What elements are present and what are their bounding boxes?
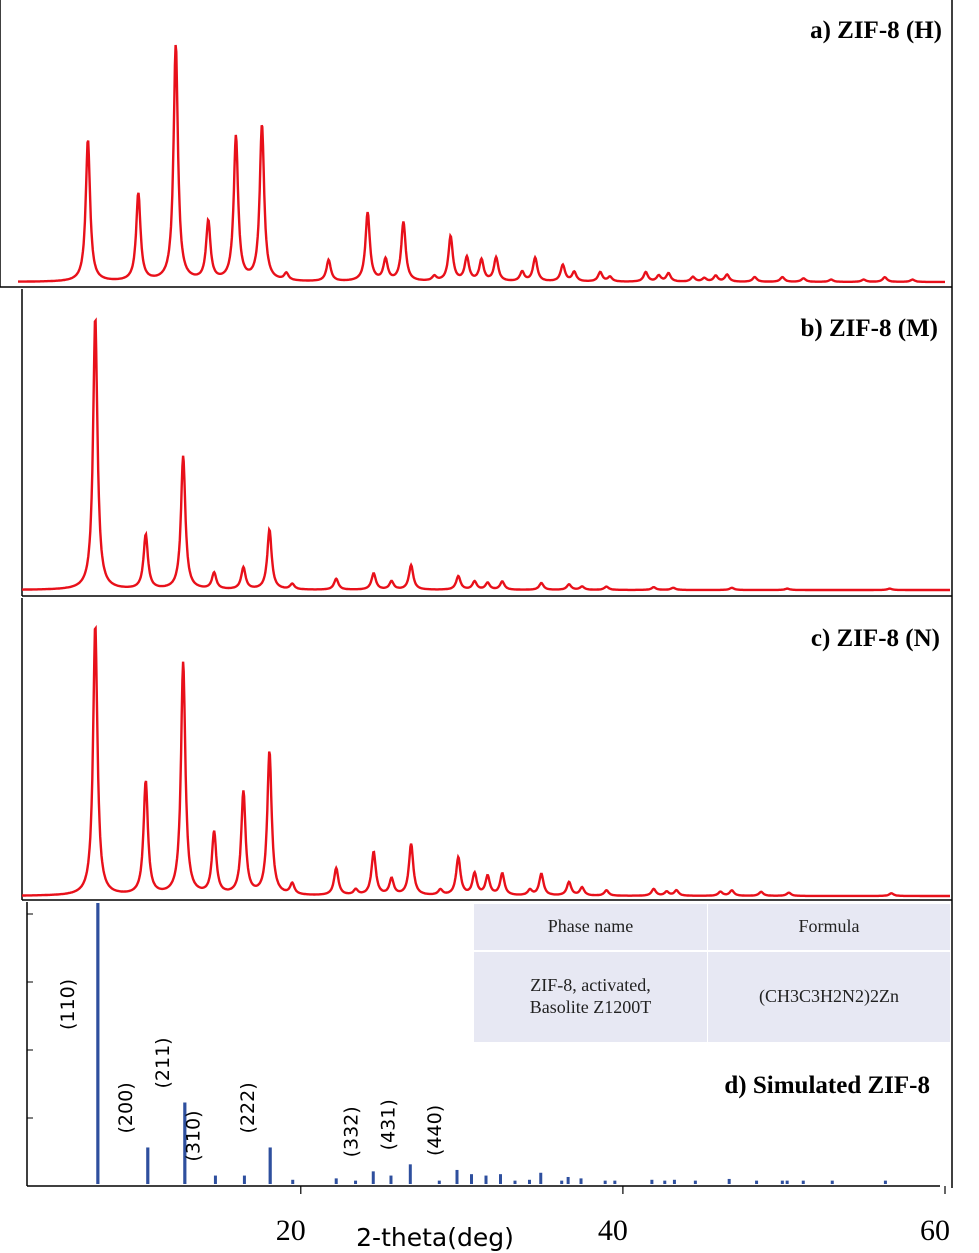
panel-c-title: c) ZIF-8 (N) bbox=[811, 625, 940, 652]
table-cell-formula: (CH3C3H2N2)2Zn bbox=[759, 986, 899, 1007]
table-header-formula: Formula bbox=[798, 916, 860, 937]
table-cell-phase-line2: Basolite Z1200T bbox=[529, 997, 652, 1017]
hkl-label: (310) bbox=[182, 1110, 204, 1161]
x-tick-label: 40 bbox=[598, 1214, 628, 1247]
panel-d-title: d) Simulated ZIF-8 bbox=[724, 1072, 930, 1099]
panel-b-trace bbox=[22, 317, 950, 592]
panel-b-title: b) ZIF-8 (M) bbox=[801, 315, 938, 342]
hkl-label: (332) bbox=[340, 1106, 362, 1157]
hkl-label: (440) bbox=[424, 1105, 446, 1156]
x-axis-title: 2-theta(deg) bbox=[356, 1223, 514, 1252]
panel-c-trace bbox=[22, 624, 950, 898]
hkl-label: (200) bbox=[115, 1082, 137, 1133]
table-row-divider bbox=[474, 950, 950, 952]
table-column-divider bbox=[707, 904, 708, 1042]
simulated-sticks bbox=[96, 903, 887, 1184]
panel-c: c) ZIF-8 (N) bbox=[21, 598, 952, 901]
table-header-phase: Phase name bbox=[547, 916, 634, 937]
panel-a-title: a) ZIF-8 (H) bbox=[810, 17, 942, 44]
table-cell-phase: ZIF-8, activated, Basolite Z1200T bbox=[474, 952, 707, 1042]
phase-table: Phase name Formula ZIF-8, activated, Bas… bbox=[474, 904, 950, 1042]
hkl-labels: (110) (200) (211) (310) (222) (332) (431) (440) bbox=[57, 979, 446, 1162]
panel-a-trace bbox=[18, 44, 945, 284]
x-axis-ticks: 20 40 60 bbox=[276, 1186, 950, 1247]
table-cell-phase-line1: ZIF-8, activated, bbox=[530, 975, 651, 996]
hkl-label: (222) bbox=[237, 1082, 259, 1133]
hkl-label: (431) bbox=[377, 1099, 399, 1150]
panel-b: b) ZIF-8 (M) bbox=[21, 289, 952, 597]
panel-d: 20 40 60 (110) (200) (211) (310) (222) (332) (43… bbox=[26, 902, 950, 1252]
hkl-label: (211) bbox=[152, 1037, 174, 1088]
hkl-label: (110) bbox=[57, 979, 79, 1030]
x-tick-label: 60 bbox=[920, 1214, 950, 1247]
panel-a: a) ZIF-8 (H) bbox=[0, 0, 952, 288]
x-tick-label: 20 bbox=[276, 1214, 306, 1247]
